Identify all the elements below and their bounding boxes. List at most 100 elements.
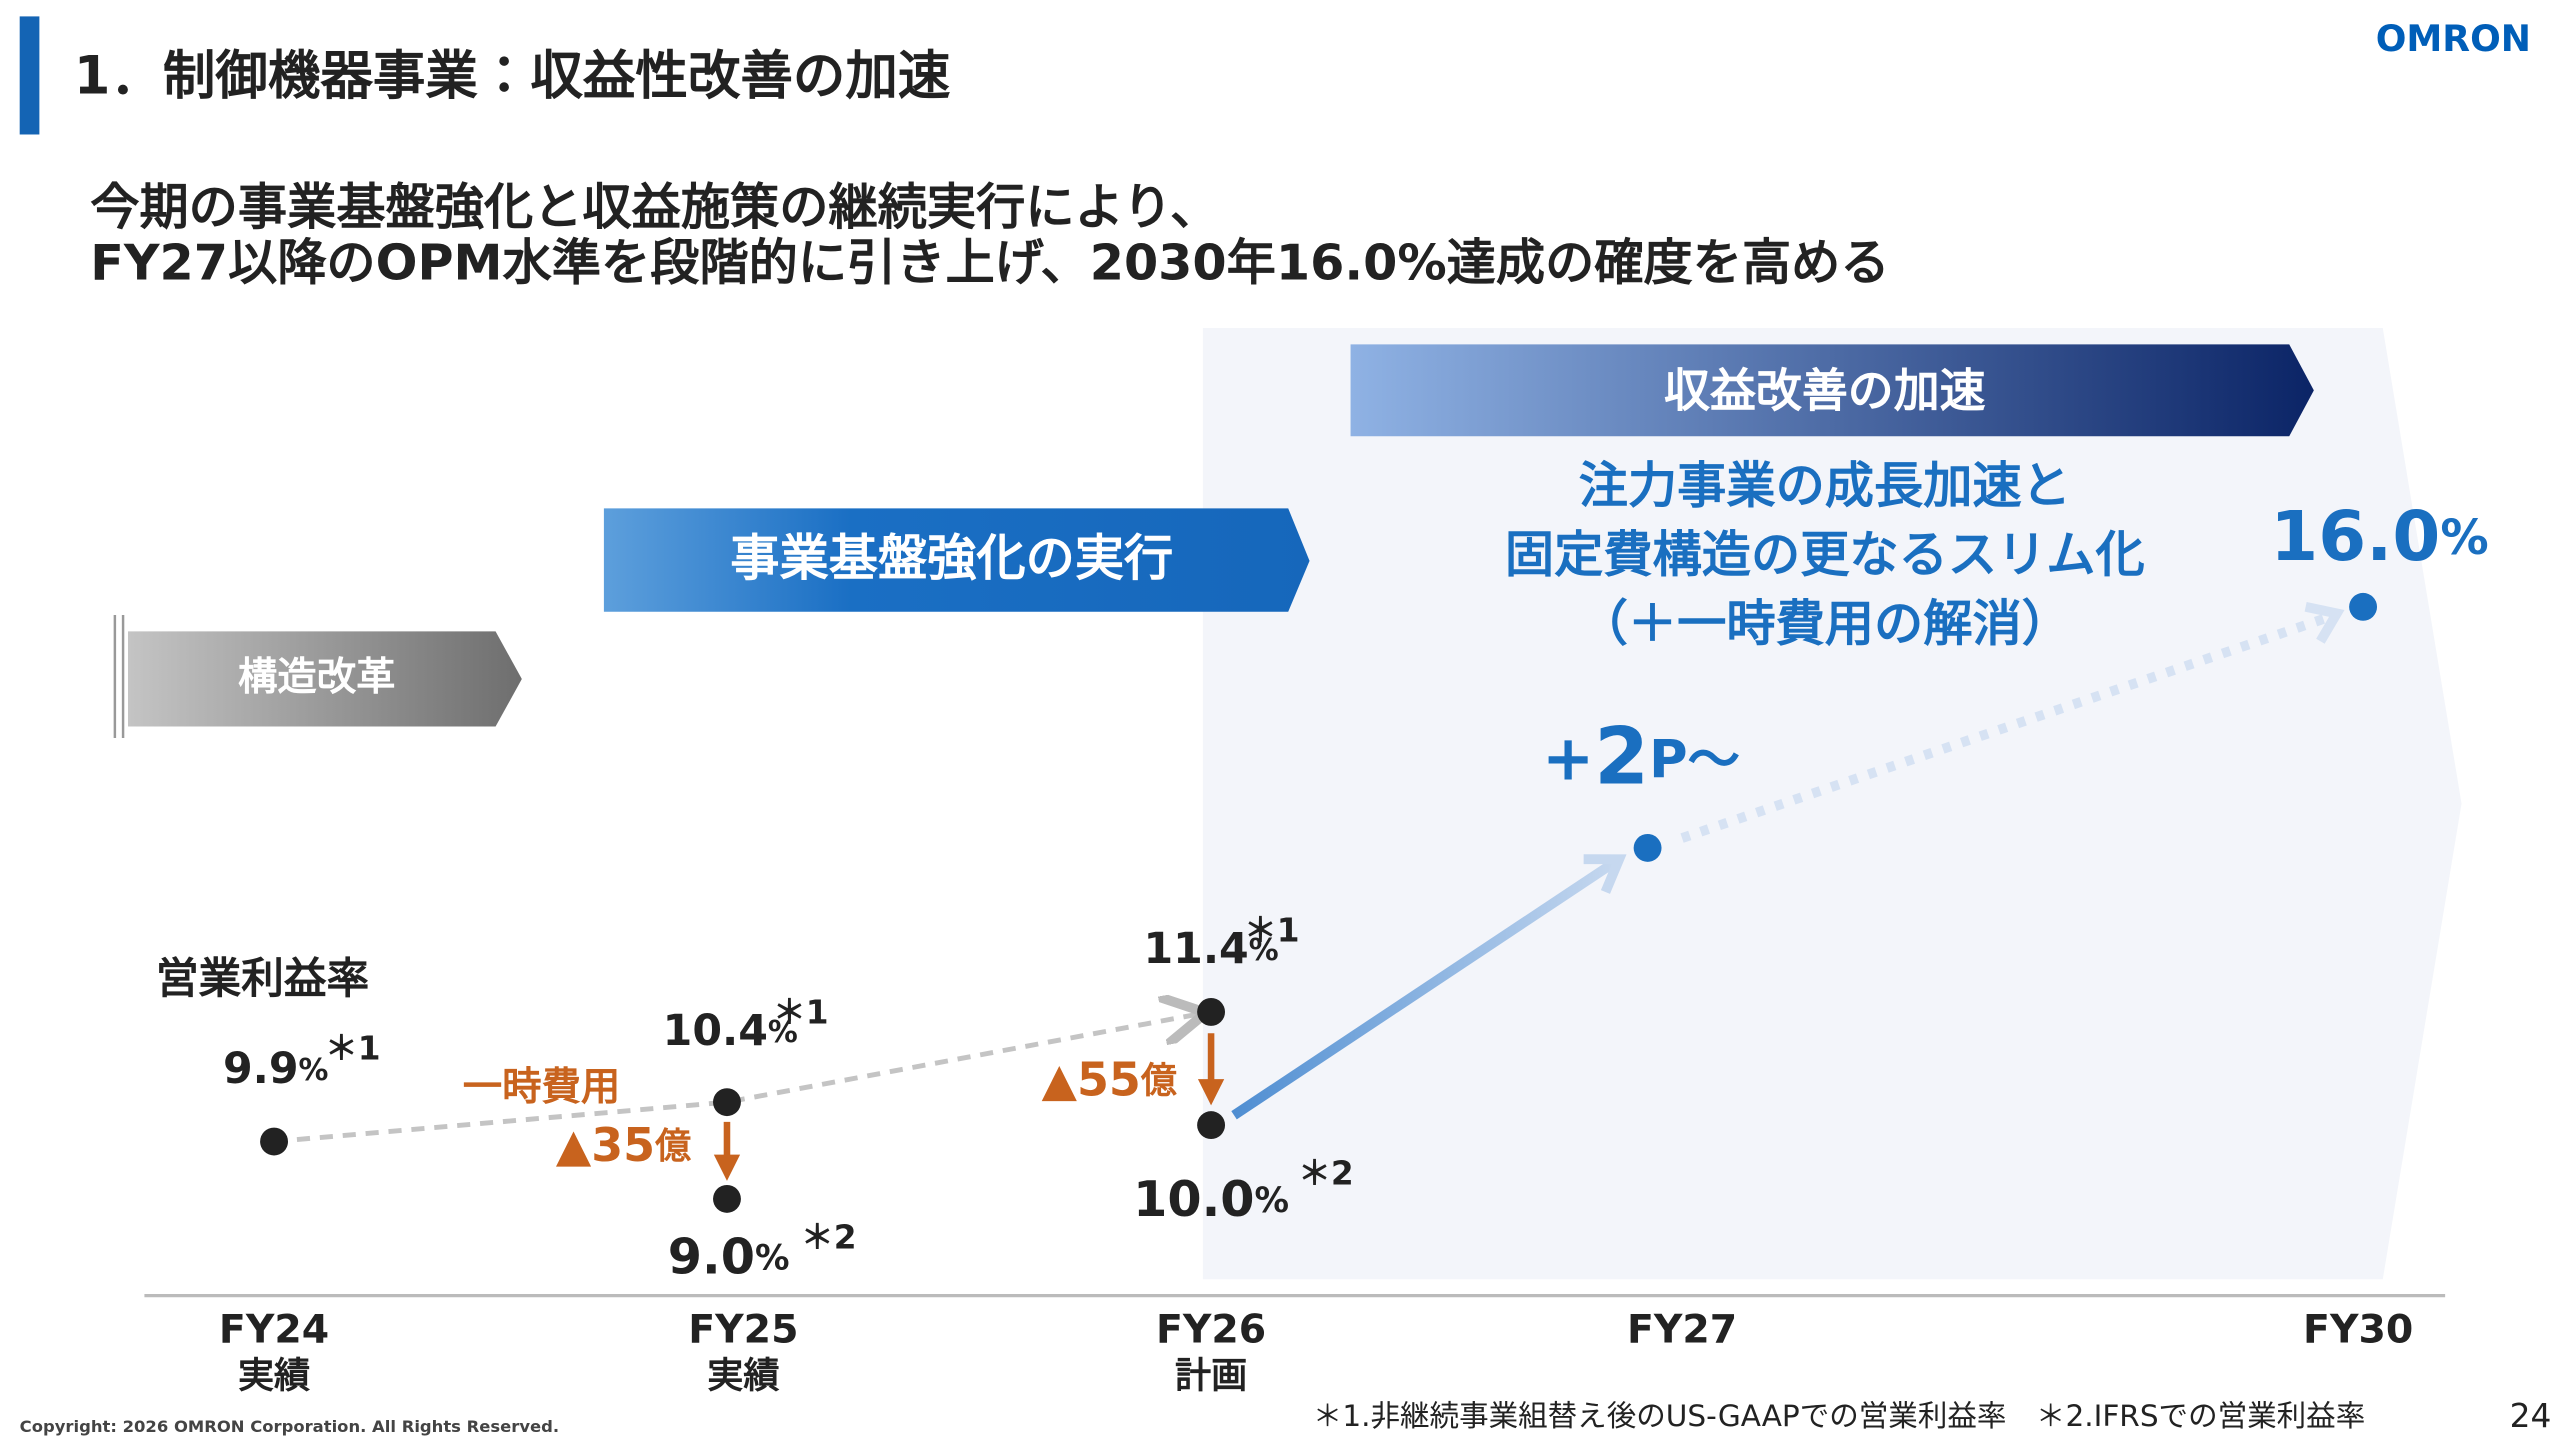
annotation-part: ▲55 <box>1042 1052 1141 1106</box>
x-tick-label-part: FY30 <box>2303 1306 2413 1352</box>
point <box>713 1088 741 1117</box>
value-note-part: ＊1 <box>325 1029 381 1067</box>
x-tick-label-part: FY27 <box>1627 1306 1737 1352</box>
phase-label-part: 事業基盤強化の実行 <box>730 528 1173 586</box>
value-note: ＊1 <box>1244 911 1300 949</box>
page-number-part: 24 <box>2510 1397 2552 1435</box>
x-tick-sublabel: 計画 <box>1175 1355 1247 1397</box>
x-tick-label-part: FY26 <box>1156 1306 1266 1352</box>
target-arrowhead <box>2304 602 2345 644</box>
value-label-part: 10.0 <box>1133 1170 1254 1228</box>
phase-label-part: 構造改革 <box>238 654 395 700</box>
value-label-part: 11.4 <box>1143 924 1248 974</box>
x-tick-sublabel: 実績 <box>238 1355 310 1397</box>
point <box>2349 592 2378 621</box>
value-note-part: ＊1 <box>773 993 829 1031</box>
value-note-part: ＊1 <box>1244 911 1300 949</box>
footnote: ＊1.非継続事業組替え後のUS-GAAPでの営業利益率 ＊2.IFRSでの営業利… <box>1313 1399 2365 1433</box>
x-tick-label: FY30 <box>2303 1306 2413 1352</box>
value-label: 9.0% <box>668 1227 790 1285</box>
panel-line-part: （＋一時費用の解消） <box>1579 594 2071 652</box>
panel-line: （＋一時費用の解消） <box>1579 594 2071 652</box>
phase-label: 事業基盤強化の実行 <box>730 528 1173 586</box>
lead: 今期の事業基盤強化と収益施策の継続実行により、 <box>90 177 1219 235</box>
phase-banner <box>1350 344 2314 437</box>
point <box>1633 833 1662 862</box>
value-note-part: ＊2 <box>801 1218 857 1256</box>
title-part: 1．制御機器事業：収益性改善の加速 <box>74 45 951 106</box>
target-line <box>1680 612 2332 843</box>
phase-banner <box>603 508 1310 612</box>
panel-line-part: 固定費構造の更なるスリム化 <box>1505 525 2145 583</box>
point <box>713 1184 741 1213</box>
value-note: ＊2 <box>1298 1154 1354 1192</box>
annotation-part: 億 <box>1140 1059 1177 1101</box>
lead: FY27以降のOPM水準を段階的に引き上げ、2030年16.0%達成の確度を高め… <box>90 233 1889 291</box>
gain-part: + <box>1542 722 1594 795</box>
panel-line: 注力事業の成長加速と <box>1579 456 2071 514</box>
phase-banner <box>128 631 522 727</box>
x-tick-label: FY27 <box>1627 1306 1737 1352</box>
annotation-part: 億 <box>654 1125 691 1167</box>
gain: +2P～ <box>1542 711 1740 803</box>
phase-label-part: 収益改善の加速 <box>1664 363 1986 417</box>
value-label-part: % <box>2440 510 2488 566</box>
value-label-part: % <box>1249 933 1279 968</box>
x-tick-label-part: FY25 <box>688 1306 798 1352</box>
value-label-part: 10.4 <box>663 1006 768 1056</box>
value-label: 10.0% <box>1133 1170 1289 1228</box>
growth-arrow <box>1231 854 1627 1120</box>
x-tick-label: FY24 <box>219 1306 329 1352</box>
value-note: ＊1 <box>325 1029 381 1067</box>
drop-arrowhead <box>713 1154 741 1181</box>
annotation-part: 一時費用 <box>463 1064 620 1110</box>
value-note-part: ＊2 <box>1298 1154 1354 1192</box>
value-label-part: % <box>755 1238 790 1278</box>
x-tick-sublabel-part: 実績 <box>707 1355 779 1397</box>
page-number: 24 <box>2510 1397 2552 1435</box>
copyright: Copyright: 2026 OMRON Corporation. All R… <box>20 1416 559 1435</box>
value-label: 9.9% <box>223 1043 328 1093</box>
panel-line: 固定費構造の更なるスリム化 <box>1505 525 2145 583</box>
value-label: 16.0% <box>2270 497 2488 577</box>
title-accent <box>19 16 40 135</box>
x-tick-sublabel-part: 実績 <box>238 1355 310 1397</box>
point <box>1197 997 1226 1026</box>
annotation: ▲55億 <box>1042 1052 1177 1106</box>
value-note: ＊2 <box>801 1218 857 1256</box>
value-label-part: % <box>1255 1181 1290 1221</box>
metric-label: 営業利益率 <box>156 953 369 1003</box>
value-label: 10.4% <box>663 1006 798 1056</box>
panel-line-part: 注力事業の成長加速と <box>1579 456 2071 514</box>
point <box>1197 1111 1226 1140</box>
copyright-part: Copyright: 2026 OMRON Corporation. All R… <box>20 1416 559 1435</box>
gain-part: 2 <box>1594 711 1649 803</box>
x-tick-label: FY25 <box>688 1306 798 1352</box>
value-label-part: % <box>299 1052 329 1087</box>
value-note: ＊1 <box>773 993 829 1031</box>
x-tick-label: FY26 <box>1156 1306 1266 1352</box>
value-label: 11.4% <box>1143 924 1278 974</box>
gain-part: P～ <box>1649 729 1740 790</box>
x-tick-sublabel-part: 計画 <box>1175 1355 1247 1397</box>
logo-part: OMRON <box>2376 18 2531 60</box>
value-label-part: 9.9 <box>223 1043 299 1093</box>
value-label-part: 9.0 <box>668 1227 755 1285</box>
phase-label: 構造改革 <box>238 654 395 700</box>
title: 1．制御機器事業：収益性改善の加速 <box>74 45 951 106</box>
footnote-part: ＊1.非継続事業組替え後のUS-GAAPでの営業利益率 ＊2.IFRSでの営業利… <box>1313 1399 2365 1433</box>
x-tick-sublabel: 実績 <box>707 1355 779 1397</box>
phase-label: 収益改善の加速 <box>1664 363 1986 417</box>
drop-arrowhead <box>1197 1079 1225 1106</box>
annotation-part: ▲35 <box>556 1118 655 1172</box>
point <box>260 1127 288 1156</box>
x-tick-label-part: FY24 <box>219 1306 329 1352</box>
future-panel <box>1202 328 2462 1280</box>
annotation: ▲35億 <box>556 1118 691 1172</box>
lead-part: FY27以降のOPM水準を段階的に引き上げ、2030年16.0%達成の確度を高め… <box>90 233 1889 291</box>
lead-part: 今期の事業基盤強化と収益施策の継続実行により、 <box>90 177 1219 235</box>
value-label-part: 16.0 <box>2270 497 2440 577</box>
